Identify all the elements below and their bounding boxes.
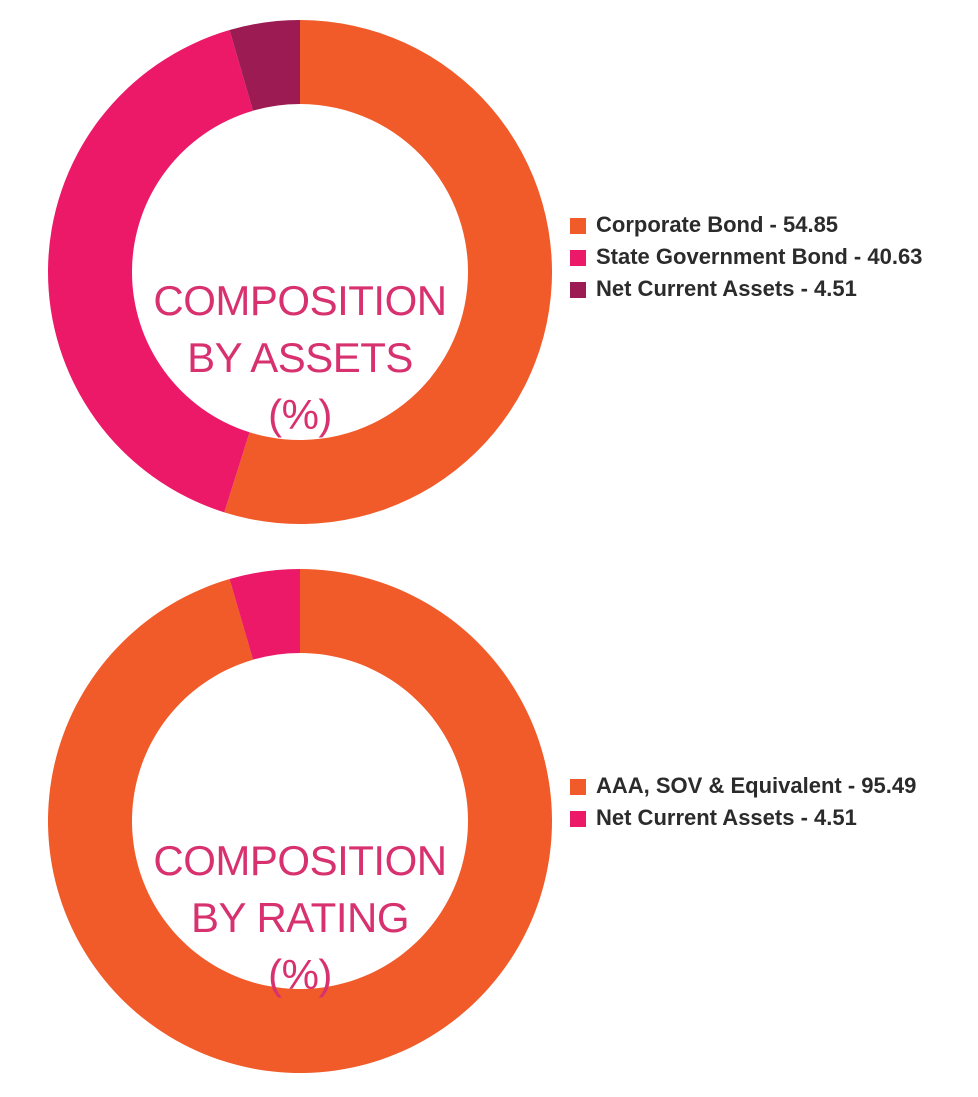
rating-title-line-3: (%) — [268, 951, 332, 998]
assets-slice-3 — [229, 20, 300, 111]
assets-legend-item-1: Corporate Bond - 54.85 — [570, 211, 970, 239]
rating-title-line-2: BY RATING — [191, 894, 410, 941]
assets-legend: Corporate Bond - 54.85 State Government B… — [570, 211, 970, 307]
rating-legend: AAA, SOV & Equivalent - 95.49 Net Current… — [570, 772, 970, 836]
legend-swatch — [570, 779, 586, 795]
assets-title-line-3: (%) — [268, 391, 332, 438]
rating-chart: COMPOSITION BY RATING (%) AAA, SOV & Equ… — [0, 549, 978, 1097]
legend-label: Net Current Assets - 4.51 — [596, 276, 857, 301]
legend-label: Net Current Assets - 4.51 — [596, 805, 857, 830]
legend-swatch — [570, 811, 586, 827]
assets-legend-item-2: State Government Bond - 40.63 — [570, 243, 970, 271]
assets-slice-2 — [47, 30, 254, 513]
rating-chart-title: COMPOSITION BY RATING (%) — [100, 832, 500, 1003]
legend-label: Corporate Bond - 54.85 — [596, 212, 839, 237]
assets-chart-title: COMPOSITION BY ASSETS (%) — [100, 272, 500, 443]
assets-chart: COMPOSITION BY ASSETS (%) Corporate Bond… — [0, 0, 978, 548]
assets-slice-1 — [224, 20, 552, 524]
rating-title-line-1: COMPOSITION — [153, 837, 447, 884]
rating-legend-item-1: AAA, SOV & Equivalent - 95.49 — [570, 772, 970, 800]
rating-legend-item-2: Net Current Assets - 4.51 — [570, 804, 970, 832]
rating-slice-1 — [48, 569, 553, 1073]
legend-swatch — [570, 250, 586, 266]
assets-title-line-1: COMPOSITION — [153, 277, 447, 324]
rating-slice-2 — [229, 569, 300, 660]
legend-swatch — [570, 218, 586, 234]
assets-legend-item-3: Net Current Assets - 4.51 — [570, 275, 970, 303]
assets-title-line-2: BY ASSETS — [187, 334, 413, 381]
legend-label: State Government Bond - 40.63 — [596, 244, 923, 269]
rating-donut — [48, 569, 553, 1073]
legend-swatch — [570, 282, 586, 298]
legend-label: AAA, SOV & Equivalent - 95.49 — [596, 773, 917, 798]
assets-donut — [47, 20, 552, 524]
